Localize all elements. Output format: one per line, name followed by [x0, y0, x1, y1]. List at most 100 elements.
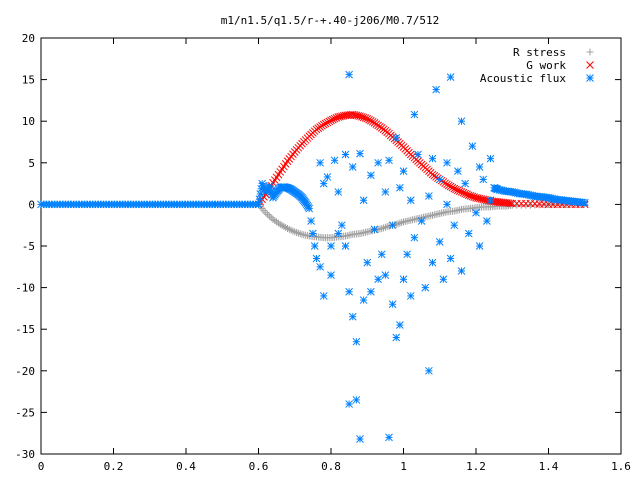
x-tick-label: 1	[400, 460, 407, 473]
data-point	[446, 73, 455, 81]
legend-marker	[586, 74, 594, 82]
data-point	[348, 163, 357, 171]
y-tick-label: -5	[22, 240, 35, 253]
data-point	[421, 283, 430, 292]
legend-marker	[586, 48, 594, 56]
data-point	[414, 150, 422, 159]
data-point	[352, 396, 361, 404]
y-tick-label: 10	[22, 115, 35, 128]
data-point	[479, 175, 488, 184]
data-point	[363, 114, 372, 123]
data-point	[439, 275, 448, 284]
data-point	[267, 214, 275, 222]
data-point	[291, 228, 299, 236]
data-point	[341, 242, 350, 250]
data-point	[486, 154, 495, 163]
data-point	[403, 250, 411, 259]
data-point	[325, 117, 334, 126]
y-tick-label: 0	[28, 198, 35, 211]
data-point	[446, 254, 455, 263]
series-acoustic-flux	[37, 70, 589, 443]
data-point	[396, 321, 404, 329]
data-point	[417, 217, 426, 225]
data-point	[410, 233, 419, 242]
data-point	[316, 262, 324, 271]
data-point	[448, 183, 457, 192]
legend-label: Acoustic flux	[480, 72, 566, 85]
x-tick-label: 0.8	[321, 460, 341, 473]
data-point	[399, 167, 408, 175]
legend-label: R stress	[513, 46, 566, 59]
data-point	[370, 225, 379, 234]
data-point	[327, 271, 335, 279]
data-point	[425, 192, 433, 200]
data-point	[381, 271, 390, 279]
y-tick-label: -30	[15, 448, 35, 461]
data-point	[385, 156, 393, 165]
data-point	[345, 70, 353, 79]
data-point	[399, 275, 408, 284]
data-point	[368, 117, 377, 126]
data-point	[435, 237, 444, 246]
data-point	[310, 242, 319, 250]
data-point	[307, 217, 315, 225]
data-point	[356, 435, 364, 443]
data-point	[356, 149, 364, 158]
data-point	[319, 120, 328, 129]
data-point	[388, 300, 397, 309]
data-point	[284, 225, 291, 233]
data-point	[334, 229, 343, 238]
data-point	[309, 229, 317, 238]
y-tick-label: -25	[15, 406, 35, 419]
data-point	[443, 158, 451, 167]
data-point	[294, 229, 302, 237]
data-point	[444, 181, 453, 190]
data-point	[276, 220, 284, 228]
data-point	[296, 230, 304, 238]
data-point	[377, 250, 386, 259]
data-point	[341, 150, 350, 159]
x-tick-label: 1.6	[611, 460, 631, 473]
data-point	[410, 110, 419, 119]
data-point	[323, 118, 332, 127]
data-point	[425, 366, 433, 375]
data-point	[454, 167, 462, 175]
data-marks	[37, 70, 589, 443]
chart-title: m1/n1.5/q1.5/r-+.40-j206/M0.7/512	[221, 14, 440, 27]
data-point	[269, 215, 277, 223]
data-point	[293, 228, 301, 236]
data-point	[443, 200, 451, 209]
data-point	[392, 133, 401, 142]
data-point	[457, 117, 466, 126]
data-point	[367, 116, 375, 125]
data-point	[468, 142, 477, 151]
y-tick-label: -10	[15, 282, 35, 295]
data-point	[280, 222, 288, 230]
data-point	[506, 199, 515, 208]
data-point	[486, 196, 495, 205]
data-point	[319, 179, 328, 188]
y-tick-label: -20	[15, 365, 35, 378]
x-tick-label: 0.4	[176, 460, 196, 473]
data-point	[316, 158, 324, 167]
data-point	[396, 183, 404, 192]
data-point	[406, 292, 415, 300]
data-point	[580, 198, 589, 207]
data-point	[398, 218, 406, 226]
data-point	[365, 115, 373, 124]
y-tick-label: -15	[15, 323, 35, 336]
data-point	[392, 333, 401, 342]
data-point	[475, 242, 484, 250]
data-point	[352, 337, 361, 346]
data-point	[483, 217, 491, 225]
x-tick-label: 0.6	[249, 460, 269, 473]
x-tick-label: 1.2	[466, 460, 486, 473]
data-point	[378, 225, 386, 233]
data-point	[406, 196, 415, 205]
data-point	[380, 224, 388, 232]
data-point	[327, 242, 335, 250]
data-point	[435, 175, 444, 184]
data-point	[330, 156, 339, 165]
